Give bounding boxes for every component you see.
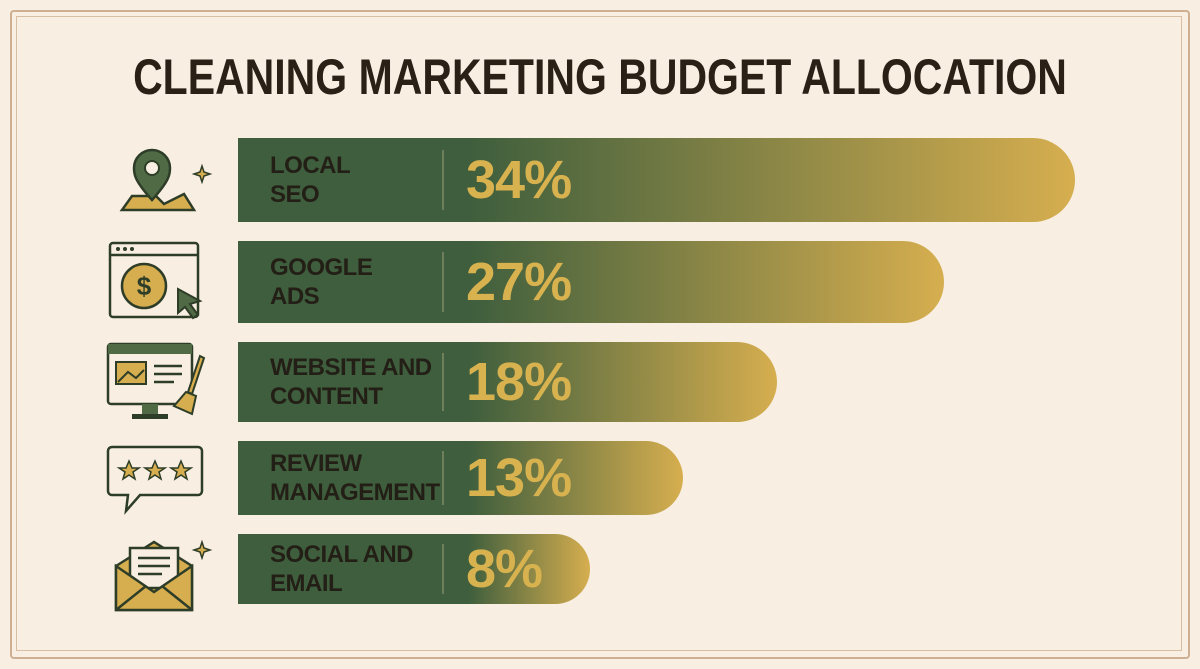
icon — [104, 342, 214, 426]
bars: LOCAL SEO 34% $ GOOGLE ADS 27% WEBSITE AND… — [0, 138, 1200, 623]
bar — [238, 241, 945, 323]
category-label: GOOGLE ADS — [270, 254, 373, 310]
bar-row: LOCAL SEO 34% — [0, 138, 1200, 222]
separator — [442, 252, 444, 312]
category-label: SOCIAL AND EMAIL — [270, 541, 414, 597]
value-label: 18% — [466, 352, 572, 412]
separator — [442, 149, 444, 211]
value-label: 8% — [466, 539, 543, 599]
category-label: REVIEW MANAGEMENT — [270, 450, 440, 506]
chart-title: CLEANING MARKETING BUDGET ALLOCATION — [133, 49, 1067, 105]
bar-row: SOCIAL AND EMAIL 8% — [0, 534, 1200, 612]
bar — [238, 342, 777, 422]
bar — [238, 441, 684, 515]
icon-pin — [119, 148, 213, 212]
value-label: 13% — [466, 448, 572, 508]
border — [16, 16, 1182, 651]
separator — [442, 353, 444, 411]
bar-row: $ GOOGLE ADS 27% — [0, 241, 1200, 323]
icon-email — [114, 539, 213, 612]
category-label: LOCAL SEO — [270, 152, 351, 208]
bar-row: REVIEW MANAGEMENT 13% — [0, 441, 1200, 515]
separator — [442, 543, 444, 595]
icon-website — [106, 342, 206, 419]
border — [10, 10, 1190, 659]
bar-row: WEBSITE AND CONTENT 18% — [0, 342, 1200, 422]
icon — [104, 138, 214, 222]
icon-review — [106, 445, 204, 515]
icon-ads: $ — [108, 241, 203, 320]
category-label: WEBSITE AND CONTENT — [270, 354, 432, 410]
icon — [104, 441, 214, 525]
value-label: 34% — [466, 150, 572, 210]
bar — [238, 138, 1075, 222]
bar — [238, 534, 591, 604]
separator — [442, 451, 444, 505]
icon — [104, 534, 214, 618]
icon: $ — [104, 241, 214, 325]
value-label: 27% — [466, 252, 572, 312]
svg-text:$: $ — [137, 271, 152, 301]
